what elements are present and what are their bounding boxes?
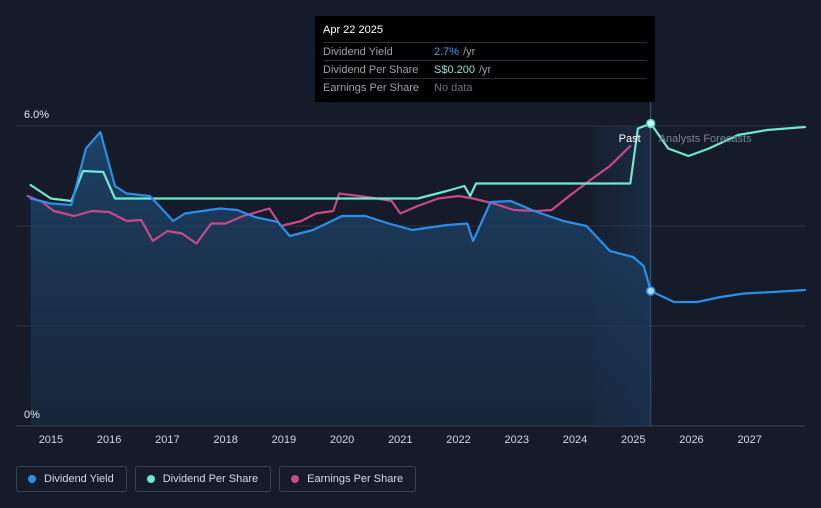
legend-dot-icon (291, 475, 300, 483)
y-tick-label: 6.0% (24, 109, 49, 121)
x-tick-label: 2023 (505, 434, 529, 446)
chart-legend: Dividend Yield Dividend Per Share Earnin… (16, 466, 417, 492)
legend-dividend-per-share-button[interactable]: Dividend Per Share (134, 466, 272, 492)
tooltip-label: Dividend Yield (323, 45, 393, 58)
legend-label: Dividend Yield (44, 473, 114, 485)
tooltip-value: S$0.200 (434, 63, 475, 76)
legend-dot-icon (146, 475, 155, 483)
x-tick-label: 2017 (155, 434, 179, 446)
tooltip-row-dividend-yield: Dividend Yield 2.7% /yr (323, 42, 647, 60)
tooltip-label: Dividend Per Share (323, 63, 419, 76)
x-tick-label: 2018 (213, 434, 237, 446)
x-tick-label: 2026 (679, 434, 703, 446)
x-tick-label: 2027 (737, 434, 761, 446)
x-tick-label: 2016 (97, 434, 121, 446)
tooltip-unit: /yr (463, 45, 476, 58)
legend-label: Earnings Per Share (307, 473, 404, 485)
tooltip-value: No data (434, 81, 473, 94)
dividend-yield-area (30, 132, 651, 426)
tooltip-label: Earnings Per Share (323, 81, 419, 94)
forecast-label: Analysts Forecasts (659, 133, 752, 145)
x-tick-label: 2020 (330, 434, 354, 446)
x-tick-label: 2025 (621, 434, 645, 446)
x-tick-label: 2019 (272, 434, 296, 446)
dividend-per-share-marker (645, 118, 656, 129)
tooltip-row-earnings-per-share: Earnings Per Share No data (323, 78, 647, 96)
tooltip-value: 2.7% (434, 45, 460, 58)
legend-dividend-yield-button[interactable]: Dividend Yield (16, 466, 127, 492)
tooltip-row-dividend-per-share: Dividend Per Share S$0.200 /yr (323, 60, 647, 78)
dividend-yield-marker (645, 286, 656, 296)
x-tick-label: 2022 (446, 434, 470, 446)
dividend-per-share-line (29, 122, 807, 203)
earnings-per-share-line (26, 144, 632, 245)
x-tick-label: 2021 (388, 434, 412, 446)
x-tick-label: 2024 (563, 434, 587, 446)
tooltip-unit: /yr (478, 63, 492, 76)
x-tick-label: 2015 (39, 434, 63, 446)
hover-tooltip: Apr 22 2025 Dividend Yield 2.7% /yr Divi… (315, 16, 655, 102)
tooltip-date: Apr 22 2025 (323, 24, 383, 36)
past-label: Past (619, 133, 641, 145)
legend-earnings-per-share-button[interactable]: Earnings Per Share (279, 466, 417, 492)
legend-label: Dividend Per Share (162, 473, 259, 485)
y-tick-label: 0% (24, 409, 40, 421)
legend-dot-icon (28, 475, 36, 483)
